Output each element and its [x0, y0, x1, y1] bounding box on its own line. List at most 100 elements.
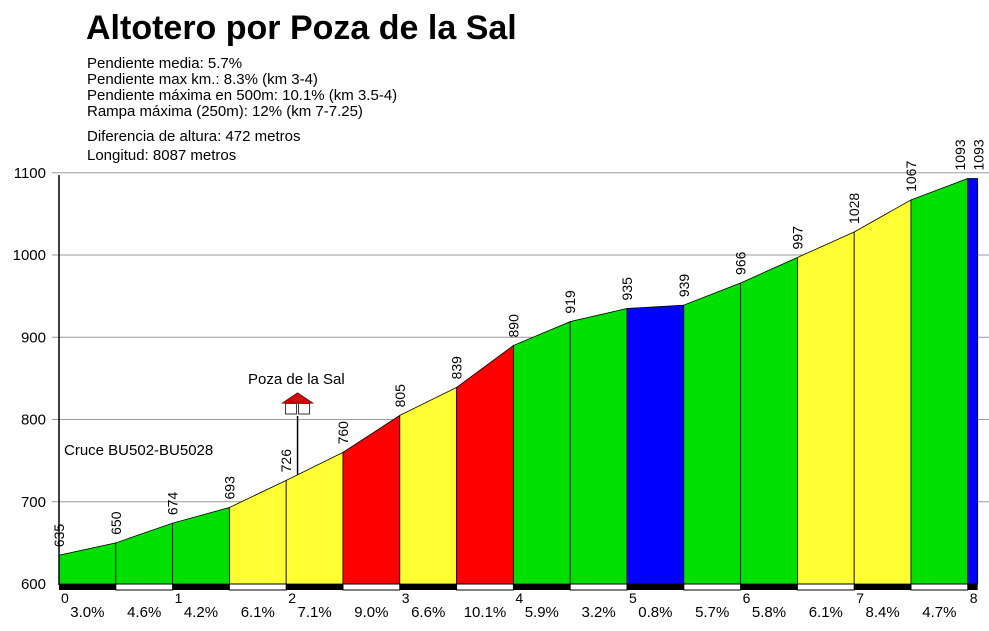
elevation-label: 939 — [676, 274, 692, 298]
km-bar-dark — [967, 584, 978, 590]
km-bar-dark — [172, 584, 230, 590]
km-bar-dark — [286, 584, 343, 590]
km-bar-light — [910, 583, 969, 591]
elevation-label: 805 — [392, 384, 408, 408]
profile-segment — [115, 522, 173, 585]
grade-label: 5.9% — [525, 604, 559, 621]
km-bar-dark — [627, 584, 684, 590]
elevation-label: 839 — [449, 356, 465, 380]
profile-segment — [285, 451, 344, 585]
elevation-label: 1093 — [971, 139, 987, 170]
elevation-label: 726 — [278, 449, 294, 473]
elevation-label: 760 — [335, 421, 351, 445]
km-bar-dark — [854, 584, 911, 590]
grade-label: 6.1% — [809, 604, 843, 621]
km-bar-dark — [513, 584, 571, 590]
profile-segment — [229, 479, 287, 585]
profile-segment — [626, 304, 685, 585]
grade-label: 6.6% — [411, 604, 445, 621]
km-bar-light — [796, 583, 855, 591]
elevation-label: 693 — [221, 476, 237, 500]
x-tick-label: 4 — [515, 590, 523, 606]
profile-segment — [967, 178, 979, 585]
profile-segment — [513, 321, 571, 585]
km-bar-light — [569, 583, 628, 591]
y-tick-label: 800 — [21, 412, 46, 429]
profile-segment — [740, 256, 798, 585]
house-shape — [285, 402, 298, 415]
grade-label: 9.0% — [354, 604, 388, 621]
elevation-label: 890 — [505, 314, 521, 338]
x-tick-label: 7 — [856, 590, 864, 606]
chart-title: Altotero por Poza de la Sal — [86, 9, 517, 47]
km-bar-light — [228, 583, 287, 591]
y-tick-label: 600 — [21, 576, 46, 593]
stat-line: Pendiente media: 5.7% — [87, 55, 242, 72]
annotations: Cruce BU502-BU5028 Poza de la Sal — [64, 371, 345, 475]
house-shape — [298, 402, 311, 415]
km-bar-dark — [59, 584, 116, 590]
elevation-label: 919 — [562, 290, 578, 314]
km-bar-dark — [740, 584, 798, 590]
chart-labels: 3.0% 4.6% 4.2% 6.1% 7.1% 9.0% 6.6% 10.1% 5.9% 3.2… — [51, 139, 987, 621]
grade-label: 7.1% — [297, 604, 331, 621]
profile-segment — [853, 199, 912, 585]
x-tick-label: 0 — [61, 590, 69, 606]
stat-line: Pendiente máxima en 500m: 10.1% (km 3.5-… — [87, 87, 397, 104]
stats-block: Pendiente media: 5.7%Pendiente max km.: … — [87, 55, 397, 164]
axes: 0 1 2 3 4 5 6 7 8 — [58, 175, 978, 606]
stat-line: Pendiente max km.: 8.3% (km 3-4) — [87, 71, 318, 88]
grade-label: 0.8% — [638, 604, 672, 621]
stat-line: Longitud: 8087 metros — [87, 147, 236, 164]
stat-line: Diferencia de altura: 472 metros — [87, 128, 300, 145]
stat-line: Rampa máxima (250m): 12% (km 7-7.25) — [87, 103, 363, 120]
annotation-cruce: Cruce BU502-BU5028 — [64, 442, 213, 459]
km-bar-dark — [399, 584, 457, 590]
profile-segments — [58, 177, 979, 585]
grade-label: 5.7% — [695, 604, 729, 621]
elevation-label: 1067 — [903, 161, 919, 192]
elevation-label: 966 — [733, 251, 749, 275]
km-bar-light — [342, 583, 401, 591]
x-tick-label: 5 — [629, 590, 637, 606]
y-tick-label: 1000 — [13, 247, 46, 264]
grade-label: 4.2% — [184, 604, 218, 621]
roof-shape — [297, 399, 310, 404]
profile-segment — [58, 542, 117, 585]
grade-label: 4.7% — [922, 604, 956, 621]
elevation-label: 650 — [108, 511, 124, 535]
grade-label: 3.2% — [581, 604, 615, 621]
km-bar-light — [115, 583, 174, 591]
y-tick-label: 900 — [21, 329, 46, 346]
grade-label: 3.0% — [70, 604, 104, 621]
profile-segment — [683, 282, 741, 585]
x-tick-label: 3 — [402, 590, 410, 606]
roof-shape — [280, 392, 315, 404]
km-bar-light — [456, 583, 514, 591]
profile-segment — [569, 307, 628, 585]
profile-segment — [910, 177, 969, 585]
grade-label: 5.8% — [752, 604, 786, 621]
x-tick-label: 6 — [743, 590, 751, 606]
km-bar-light — [683, 583, 742, 591]
grade-label: 8.4% — [865, 604, 899, 621]
profile-segment — [797, 231, 855, 585]
grade-label: 10.1% — [464, 604, 507, 621]
elevation-label: 1028 — [846, 193, 862, 224]
profile-segment — [456, 344, 514, 585]
elevation-label: 635 — [51, 524, 67, 548]
grade-label: 4.6% — [127, 604, 161, 621]
profile-segment — [342, 414, 401, 585]
roof-shape — [284, 399, 297, 404]
elevation-label: 674 — [165, 492, 181, 516]
y-tick-label: 700 — [21, 494, 46, 511]
profile-segment — [399, 386, 457, 585]
y-tick-label: 1100 — [14, 165, 46, 182]
village-icon — [280, 392, 315, 415]
elevation-label: 935 — [619, 277, 635, 301]
elevation-label: 1093 — [952, 139, 968, 170]
x-tick-label: 1 — [175, 590, 183, 606]
annotation-poza: Poza de la Sal — [248, 371, 345, 388]
elevation-label: 997 — [789, 226, 805, 250]
